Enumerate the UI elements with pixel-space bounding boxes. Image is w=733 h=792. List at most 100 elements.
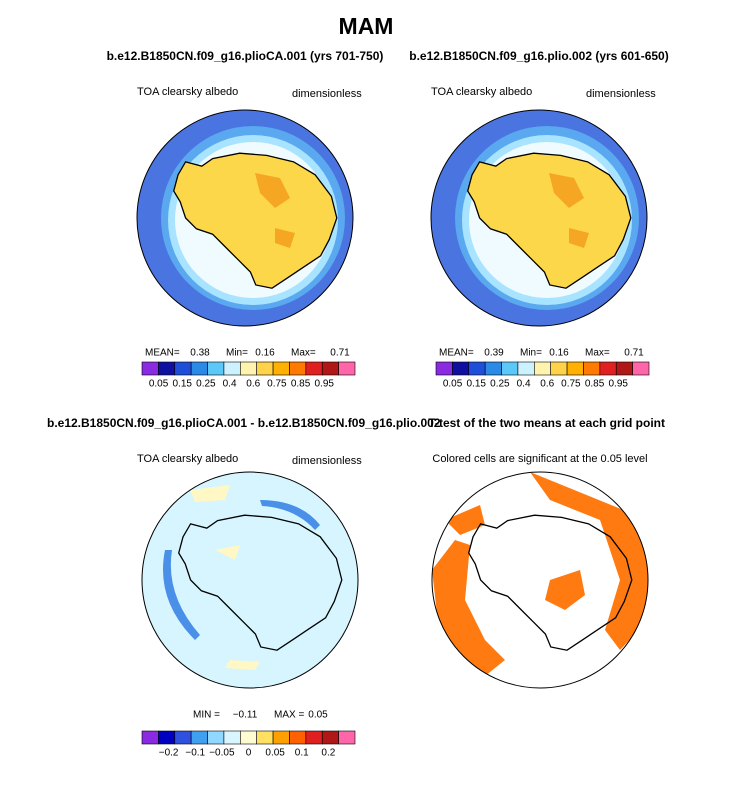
colorbar-label: 0.4 xyxy=(517,379,531,390)
ocean xyxy=(142,472,358,688)
map-clip xyxy=(137,110,353,326)
colorbar-box xyxy=(240,730,257,745)
high-albedo xyxy=(549,173,589,248)
colorbar-label: 0.25 xyxy=(196,379,216,390)
figure-title: MAM xyxy=(339,13,394,39)
neg-band xyxy=(260,500,320,530)
colorbar-box xyxy=(141,730,159,745)
colorbar-box xyxy=(174,361,192,376)
polar-map xyxy=(431,471,649,689)
map-border xyxy=(431,471,649,689)
sig-area xyxy=(530,472,648,650)
colorbar-box xyxy=(207,730,225,745)
map-clip xyxy=(432,472,648,688)
colorbar-box xyxy=(240,361,257,376)
colorbar-box xyxy=(321,361,339,376)
stat-text: Max= xyxy=(585,348,610,359)
colorbar-box xyxy=(305,361,323,376)
colorbar-box xyxy=(158,730,176,745)
colorbar-label: 0.85 xyxy=(291,379,311,390)
colorbar-label: 0.95 xyxy=(608,379,628,390)
colorbar-box xyxy=(435,361,453,376)
map-clip xyxy=(431,110,647,326)
stat-text: Min= xyxy=(520,348,542,359)
colorbar-label: 0.95 xyxy=(314,379,334,390)
colorbar-box xyxy=(615,361,633,376)
colorbar-label: 0.05 xyxy=(265,748,285,759)
stat-text: 0.71 xyxy=(624,348,644,359)
colorbar-label: 0.05 xyxy=(443,379,463,390)
colorbar-box xyxy=(158,361,176,376)
colorbar-box xyxy=(566,361,584,376)
colorbar-box xyxy=(501,361,519,376)
colorbar-box xyxy=(484,361,502,376)
colorbar-box xyxy=(174,730,192,745)
colorbar-box xyxy=(207,361,225,376)
colorbar-box xyxy=(256,361,274,376)
colorbar-box xyxy=(223,361,241,376)
colorbar-label: 0.75 xyxy=(561,379,581,390)
colorbar-box xyxy=(141,361,159,376)
colorbar-label: −0.1 xyxy=(185,748,205,759)
map-border xyxy=(430,109,648,327)
colorbar-label: 0.2 xyxy=(321,748,335,759)
colorbar-box xyxy=(468,361,486,376)
panel-label: TOA clearsky albedo xyxy=(137,453,238,465)
colorbar-box xyxy=(338,730,356,745)
colorbar-box xyxy=(583,361,601,376)
colorbar-box xyxy=(305,730,323,745)
colorbar-label: 0.4 xyxy=(223,379,237,390)
panel-note: Colored cells are significant at the 0.0… xyxy=(432,453,647,465)
panel-label: TOA clearsky albedo xyxy=(137,86,238,98)
panel-units: dimensionless xyxy=(292,455,362,467)
colorbar-box xyxy=(632,361,650,376)
colorbar-label: −0.05 xyxy=(209,748,235,759)
colorbar-label: 0.05 xyxy=(149,379,169,390)
colorbar-box xyxy=(534,361,551,376)
colorbar-box xyxy=(289,730,307,745)
stat-text: 0.39 xyxy=(484,348,504,359)
colorbar-label: 0.15 xyxy=(466,379,486,390)
panel-title: b.e12.B1850CN.f09_g16.plioCA.001 - b.e12… xyxy=(47,416,441,430)
stat-text: Min= xyxy=(226,348,248,359)
colorbar-label: 0.75 xyxy=(267,379,287,390)
colorbar-box xyxy=(338,361,356,376)
map-clip xyxy=(142,472,358,688)
colorbar-label: 0.6 xyxy=(540,379,554,390)
colorbar-box xyxy=(321,730,339,745)
stat-text: −0.11 xyxy=(233,710,258,721)
colorbar-box xyxy=(190,361,208,376)
colorbar-box xyxy=(256,730,274,745)
colorbar-box xyxy=(517,361,535,376)
ocean xyxy=(432,472,648,688)
neg-band xyxy=(163,550,200,640)
stat-text: 0.71 xyxy=(330,348,350,359)
colorbar-label: 0 xyxy=(246,748,252,759)
colorbar-box xyxy=(550,361,568,376)
polar-map xyxy=(430,109,648,327)
panel-units: dimensionless xyxy=(586,88,656,100)
colorbar-label: 0.25 xyxy=(490,379,510,390)
stat-text: 0.38 xyxy=(190,348,210,359)
sig-area xyxy=(445,505,585,610)
panel-title: T-test of the two means at each grid poi… xyxy=(428,416,665,430)
colorbar-box xyxy=(272,730,290,745)
colorbar-box xyxy=(223,730,241,745)
polar-map xyxy=(141,471,359,689)
colorbar-box xyxy=(190,730,208,745)
high-albedo xyxy=(255,173,295,248)
colorbar-label: −0.2 xyxy=(159,748,179,759)
stat-text: Max= xyxy=(291,348,316,359)
colorbar-label: 0.85 xyxy=(585,379,605,390)
colorbar-label: 0.6 xyxy=(246,379,260,390)
stat-text: 0.16 xyxy=(549,348,569,359)
stat-text: MIN = xyxy=(193,710,220,721)
map-border xyxy=(136,109,354,327)
panel-label: TOA clearsky albedo xyxy=(431,86,532,98)
polar-map xyxy=(136,109,354,327)
colorbar-box xyxy=(452,361,470,376)
stat-text: MEAN= xyxy=(145,348,180,359)
colorbar-box xyxy=(272,361,290,376)
stat-text: MAX = xyxy=(274,710,304,721)
